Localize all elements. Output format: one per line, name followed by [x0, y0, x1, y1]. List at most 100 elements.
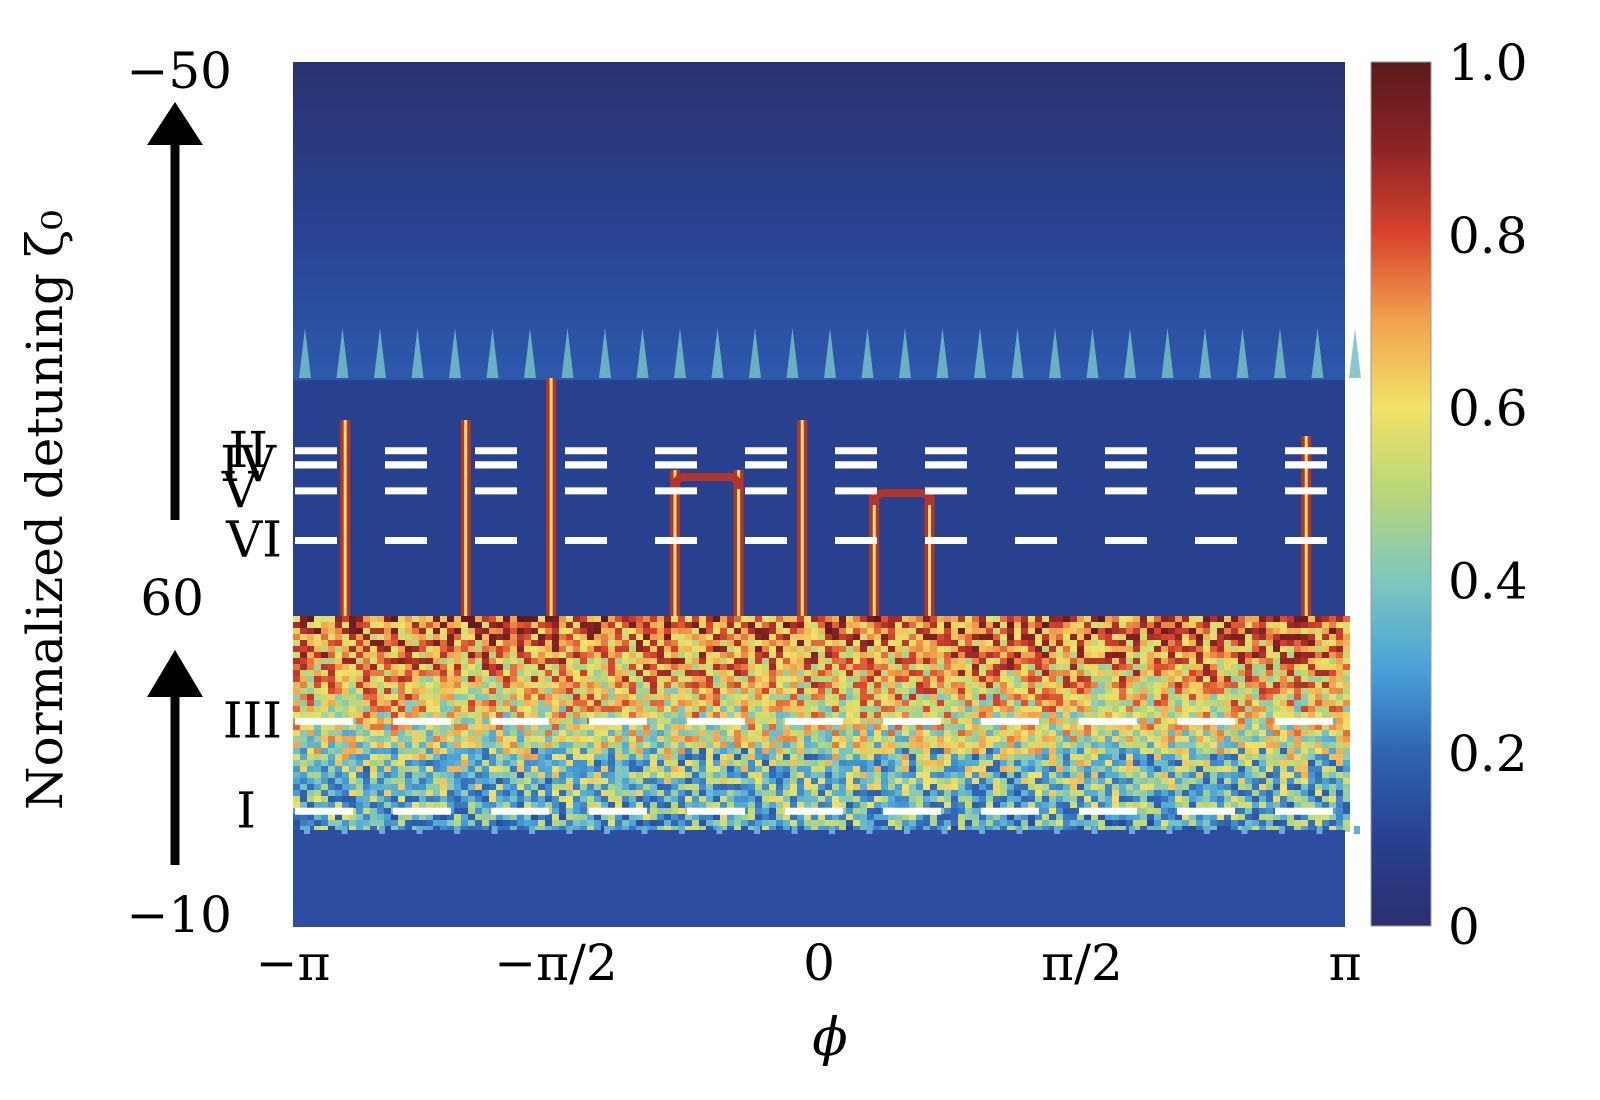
- chaos-cell: [930, 694, 937, 700]
- chaos-cell: [1203, 796, 1210, 802]
- chaos-cell: [482, 622, 489, 628]
- chaos-cell: [552, 742, 559, 748]
- chaos-cell: [1161, 766, 1168, 772]
- chaos-cell: [1224, 772, 1231, 778]
- chaos-cell: [1308, 778, 1315, 784]
- chaos-cell: [713, 616, 720, 622]
- chaos-cell: [1133, 628, 1140, 634]
- chaos-cell: [559, 784, 566, 790]
- chaos-cell: [615, 676, 622, 682]
- chaos-cell: [986, 796, 993, 802]
- chaos-cell: [503, 616, 510, 622]
- chaos-cell: [839, 634, 846, 640]
- chaos-cell: [1014, 790, 1021, 796]
- chaos-cell: [1329, 628, 1336, 634]
- chaos-cell: [1266, 724, 1273, 730]
- chaos-cell: [1007, 628, 1014, 634]
- chaos-cell: [972, 718, 979, 724]
- chaos-cell: [818, 724, 825, 730]
- chaos-cell: [1336, 634, 1343, 640]
- chaos-cell: [832, 790, 839, 796]
- chaos-cell: [790, 700, 797, 706]
- chaos-cell: [944, 646, 951, 652]
- chaos-cell: [874, 808, 881, 814]
- chaos-cell: [1301, 760, 1308, 766]
- chaos-cell: [566, 682, 573, 688]
- chaos-cell: [615, 772, 622, 778]
- chaos-cell: [1112, 652, 1119, 658]
- chaos-cell: [832, 658, 839, 664]
- chaos-cell: [1098, 646, 1105, 652]
- chaos-cell: [1217, 706, 1224, 712]
- chaos-cell: [510, 736, 517, 742]
- chaos-cell: [1091, 634, 1098, 640]
- chaos-cell: [895, 802, 902, 808]
- chaos-cell: [720, 730, 727, 736]
- chaos-cell: [671, 700, 678, 706]
- chaos-cell: [853, 694, 860, 700]
- chaos-cell: [811, 802, 818, 808]
- chaos-cell: [1189, 706, 1196, 712]
- chaos-cell: [1336, 688, 1343, 694]
- chaos-cell: [433, 802, 440, 808]
- chaos-cell: [1329, 748, 1336, 754]
- chaos-cell: [888, 640, 895, 646]
- chaos-cell: [1007, 646, 1014, 652]
- chaos-cell: [881, 736, 888, 742]
- chaos-cell: [1301, 766, 1308, 772]
- chaos-cell: [706, 652, 713, 658]
- chaos-cell: [986, 640, 993, 646]
- chaos-cell: [1077, 688, 1084, 694]
- chaos-cell: [615, 736, 622, 742]
- chaos-cell: [496, 748, 503, 754]
- chaos-cell: [643, 694, 650, 700]
- chaos-cell: [776, 784, 783, 790]
- chaos-cell: [916, 670, 923, 676]
- chaos-cell: [965, 622, 972, 628]
- chaos-cell: [839, 736, 846, 742]
- chaos-cell: [1161, 802, 1168, 808]
- chaos-cell: [538, 736, 545, 742]
- chaos-cell: [643, 724, 650, 730]
- chaos-cell: [902, 700, 909, 706]
- chaos-cell: [1343, 622, 1350, 628]
- chaos-cell: [601, 766, 608, 772]
- chaos-cell: [398, 736, 405, 742]
- chaos-cell: [384, 748, 391, 754]
- chaos-cell: [734, 634, 741, 640]
- chaos-cell: [1315, 760, 1322, 766]
- chaos-cell: [475, 748, 482, 754]
- chaos-cell: [503, 628, 510, 634]
- chaos-cell: [580, 622, 587, 628]
- chaos-cell: [664, 628, 671, 634]
- chaos-cell: [608, 730, 615, 736]
- chaos-cell: [895, 664, 902, 670]
- chaos-cell: [909, 706, 916, 712]
- chaos-cell: [993, 736, 1000, 742]
- chaos-cell: [629, 688, 636, 694]
- chaos-cell: [489, 724, 496, 730]
- chaos-cell: [867, 664, 874, 670]
- chaos-cell: [881, 754, 888, 760]
- chaos-cell: [1042, 772, 1049, 778]
- chaos-cell: [622, 784, 629, 790]
- chaos-cell: [1098, 616, 1105, 622]
- chaos-cell: [314, 652, 321, 658]
- chaos-cell: [727, 748, 734, 754]
- chaos-cell: [538, 802, 545, 808]
- chaos-cell: [1273, 760, 1280, 766]
- chaos-cell: [937, 754, 944, 760]
- chaos-cell: [748, 796, 755, 802]
- chaos-cell: [1315, 748, 1322, 754]
- chaos-cell: [1210, 646, 1217, 652]
- chaos-cell: [1014, 706, 1021, 712]
- chaos-cell: [426, 784, 433, 790]
- chaos-cell: [573, 742, 580, 748]
- chaos-cell: [594, 760, 601, 766]
- chaos-cell: [482, 766, 489, 772]
- comb-spike: [974, 328, 986, 378]
- chaos-cell: [531, 766, 538, 772]
- chaos-cell: [293, 736, 300, 742]
- chaos-cell: [944, 742, 951, 748]
- chaos-cell: [1021, 784, 1028, 790]
